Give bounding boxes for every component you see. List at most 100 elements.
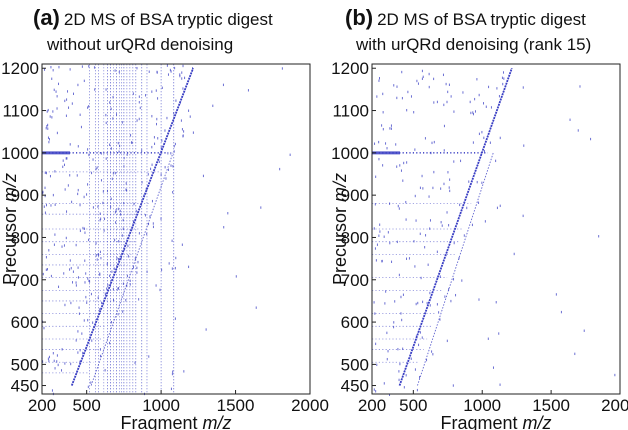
panel-b-data-point [406,257,408,260]
panel-b-data-point [614,373,616,377]
panel-b-data-point [381,259,383,263]
panel-a-data-point [139,106,141,110]
panel-b-data-point [405,218,407,221]
panel-a-data-point [116,257,118,260]
panel-b-data-point [402,293,404,296]
panel-a-title-text: 2D MS of BSA tryptic digest [63,10,273,29]
panel-b-data-point [555,293,557,296]
panel-a-data-point [79,113,81,116]
panel-a-data-point [173,112,175,115]
panel-a-data-point [82,226,84,230]
panel-a-data-point [129,283,131,286]
panel-a-data-point [99,212,101,215]
panel-a-data-point [160,173,162,176]
panel-a-data-point [104,292,106,296]
panel-a-data-point [69,143,71,146]
panel-b-data-point [471,223,473,227]
panel-b-data-point [474,97,476,101]
panel-b-data-point [442,73,444,77]
panel-a-data-point [138,117,140,121]
panel-a-data-point [62,159,64,162]
panel-b-data-point [397,347,399,351]
panel-a-data-point [96,166,98,169]
panel-b-data-point [378,140,380,144]
panel-a-data-point [91,171,93,175]
panel-a-data-point [122,227,124,230]
panel-b-data-point [399,164,401,167]
panel-b-x-tick-label: 1000 [463,396,501,415]
panel-a-data-point [166,64,168,67]
panel-a-data-point [44,186,46,190]
panel-a-data-point [122,218,124,222]
panel-a-data-point [255,306,257,309]
panel-a-data-point [52,110,54,113]
panel-a-letter: (a) [33,5,60,30]
panel-b-data-point [415,302,417,306]
panel-b-data-point [583,329,585,332]
panel-b-data-point [422,300,424,304]
panel-a-data-point [70,362,72,366]
panel-a-data-point [95,242,97,245]
panel-a-y-tick-label: 600 [11,313,39,332]
panel-a-data-point [126,189,128,192]
panel-a-data-point [58,82,60,86]
panel-a-data-point [144,214,146,217]
panel-a-data-point [45,203,47,207]
panel-b-data-point [446,211,448,214]
panel-b-data-point [439,318,441,321]
panel-a-data-point [100,152,102,155]
panel-a-data-point [146,270,148,273]
panel-b-data-point [395,143,397,146]
panel-a-data-point [160,217,162,220]
panel-a-data-point [50,204,52,207]
panel-b-data-point [418,343,420,347]
panel-a-data-point [121,234,123,237]
panel-b-data-point [401,318,403,322]
panel-b-data-point [513,252,515,256]
panel-b-data-point [427,263,429,266]
panel-a-data-point [114,238,116,242]
panel-a-data-point [151,199,153,203]
panel-a-data-point [83,79,85,83]
panel-b-letter: (b) [345,5,374,30]
panel-a-data-point [117,312,119,316]
panel-b-data-point [446,339,448,343]
panel-a-data-point [64,303,66,307]
panel-b-data-point [416,79,418,83]
panel-a-data-point [61,245,63,248]
panel-a-title: (a) 2D MS of BSA tryptic digest [33,5,273,30]
panel-a-data-point [51,389,53,392]
panel-b-data-point [499,136,501,140]
panel-b-data-point [403,386,405,389]
panel-b-data-point [440,187,442,190]
panel-b-data-point [503,77,505,80]
panel-a-data-point [78,312,80,315]
panel-b-y-tick-label: 1100 [332,102,369,121]
panel-a-data-point [71,102,73,105]
panel-b-data-point [590,137,592,141]
panel-a-data-point [75,284,77,287]
panel-a-data-point [106,189,108,193]
panel-a-data-point [111,270,113,273]
panel-b-y-tick-label: 600 [341,313,369,332]
panel-a-data-point [50,274,52,278]
panel-a-data-point [99,348,101,351]
panel-b-data-point [402,179,404,182]
panel-b-data-point [453,278,455,281]
panel-b-data-point [484,150,486,153]
panel-b-data-point [472,112,474,116]
panel-a-data-point [82,351,84,355]
panel-a-data-point [112,298,114,302]
panel-a-data-point [64,362,66,365]
panel-a-data-point [136,66,138,70]
panel-a-data-point [105,121,107,125]
panel-b-data-point [382,127,384,131]
panel-b-data-point [383,235,385,238]
panel-a-data-point [114,69,116,72]
panel-a-data-point [97,205,99,208]
panel-a-data-point [67,184,69,187]
panel-b-data-point [499,383,501,386]
panel-a-y-tick-label: 1200 [1,59,39,78]
panel-b-data-point [476,180,478,184]
panel-b-data-point [439,275,441,278]
